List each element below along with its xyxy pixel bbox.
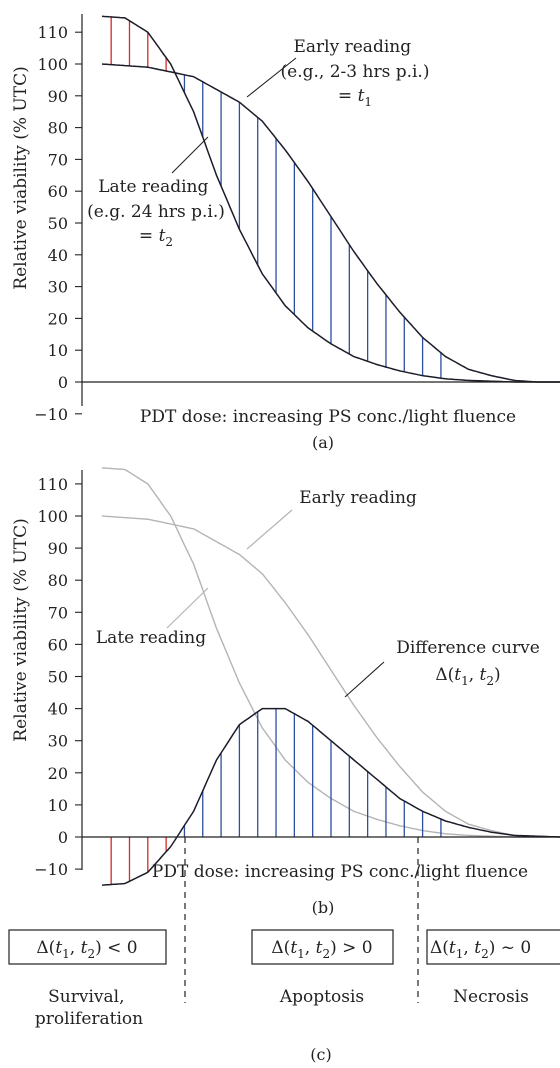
- panel-c-regions: Δ(t1, t2) < 0 Survival, proliferation Δ(…: [8, 837, 560, 1064]
- panel-a-ytick-label: 30: [48, 278, 68, 297]
- panel-a-ytick-label: 0: [58, 373, 68, 392]
- late-reading-t2: = t2: [139, 226, 173, 249]
- panel-b-ytick-label: 20: [48, 764, 68, 783]
- early-reading-t1: = t1: [338, 86, 372, 109]
- panel-a-ytick-label: 10: [48, 341, 68, 360]
- panel-a-ytick-label: 80: [48, 119, 68, 138]
- difference-curve-label: Difference curve: [396, 638, 540, 658]
- negative-region-formula-box: [8, 929, 167, 965]
- panel-a-ytick-label: 100: [37, 55, 68, 74]
- panel-b-caption: (b): [312, 898, 335, 917]
- panel-a-ytick-label: 70: [48, 150, 68, 169]
- early-grey-label-leader: [246, 509, 293, 550]
- panel-b-ytick-label: 10: [48, 796, 68, 815]
- panel-b-ytick-label: 30: [48, 732, 68, 751]
- panel-b-ytick-label: 70: [48, 603, 68, 622]
- panel-b-ytick-label: −10: [34, 860, 68, 879]
- zero-region-formula: Δ(t1, t2) ~ 0: [430, 938, 531, 961]
- panel-a-xlabel: PDT dose: increasing PS conc./light flue…: [140, 407, 516, 427]
- difference-curve: [101, 707, 560, 886]
- early-reading-curve: [101, 63, 560, 383]
- positive-region-formula-box: [251, 929, 394, 965]
- panel-a-ytick-label: 50: [48, 214, 68, 233]
- panel-a-chart: Relative viability (% UTC) −10 0 10 20 30 40 5…: [11, 14, 560, 452]
- late-label-leader: [171, 136, 209, 174]
- panel-a-ytick-label: 20: [48, 309, 68, 328]
- panel-b-xlabel: PDT dose: increasing PS conc./light flue…: [152, 862, 528, 882]
- panel-a-ytick-label: 110: [37, 23, 68, 42]
- panel-a-ytick-label: 40: [48, 246, 68, 265]
- late-reading-curve: [101, 15, 560, 383]
- panel-b-ytick-label: 50: [48, 668, 68, 687]
- late-reading-label: Late reading (e.g. 24 hrs p.i.): [87, 177, 225, 222]
- panel-b-ytick-label: 80: [48, 571, 68, 590]
- panel-b-chart: Relative viability (% UTC) −10 0 10 20 30 40 5…: [11, 467, 560, 917]
- panel-b-ytick-label: 0: [58, 828, 68, 847]
- difference-label-leader: [344, 661, 385, 698]
- panel-a-caption: (a): [312, 433, 334, 452]
- zero-region-description: Necrosis: [453, 987, 529, 1007]
- difference-curve-formula: Δ(t1, t2): [435, 665, 500, 688]
- positive-region-description: Apoptosis: [279, 987, 364, 1007]
- zero-region-formula-box: [426, 929, 560, 965]
- panel-a-ytick-label: 90: [48, 87, 68, 106]
- early-reading-grey-label: Early reading: [299, 488, 417, 508]
- panel-b-ytick-label: 100: [37, 507, 68, 526]
- panel-a-ytick-label: −10: [34, 405, 68, 424]
- panel-b-ytick-label: 90: [48, 539, 68, 558]
- panel-b-ytick-label: 110: [37, 475, 68, 494]
- panel-b-ytick-label: 40: [48, 700, 68, 719]
- early-label-leader: [246, 57, 297, 98]
- panel-c-caption: (c): [310, 1045, 331, 1064]
- late-reading-grey-label: Late reading: [96, 628, 206, 648]
- positive-region-formula: Δ(t1, t2) > 0: [271, 938, 372, 961]
- panel-a-ytick-label: 60: [48, 182, 68, 201]
- early-reading-label: Early reading (e.g., 2-3 hrs p.i.): [281, 37, 430, 82]
- panel-b-ylabel: Relative viability (% UTC): [11, 518, 31, 741]
- early-reading-grey-curve: [101, 515, 560, 838]
- panel-a-ylabel: Relative viability (% UTC): [11, 66, 31, 289]
- negative-region-description: Survival, proliferation: [35, 987, 143, 1029]
- panel-b-ytick-label: 60: [48, 635, 68, 654]
- negative-region-formula: Δ(t1, t2) < 0: [36, 938, 137, 961]
- late-grey-label-leader: [166, 587, 209, 629]
